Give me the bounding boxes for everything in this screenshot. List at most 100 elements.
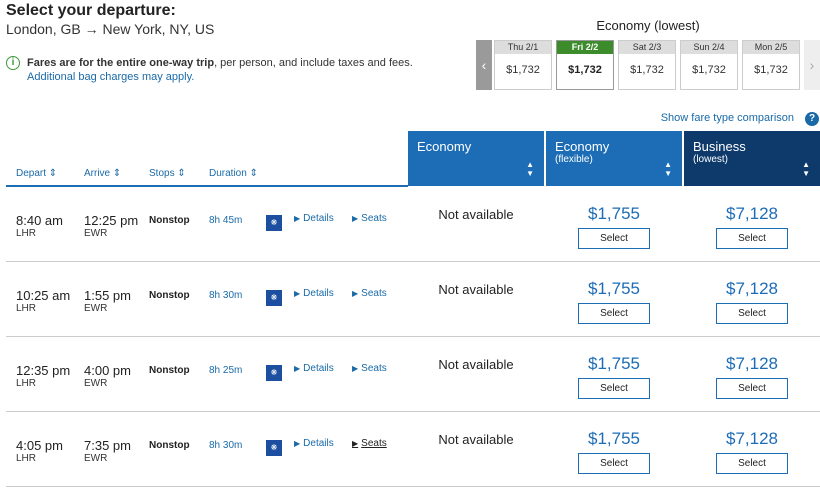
calendar-day[interactable]: Sat 2/3 $1,732 [618, 40, 676, 90]
calendar-day-price: $1,732 [754, 64, 788, 76]
calendar-day[interactable]: Thu 2/1 $1,732 [494, 40, 552, 90]
select-business-button[interactable]: Select [716, 453, 788, 474]
economy-flexible-price: $1,755 [588, 429, 640, 448]
duration-value: 8h 25m [209, 365, 243, 376]
arrive-time: 7:35 pm [84, 438, 131, 453]
calendar-day[interactable]: Mon 2/5 $1,732 [742, 40, 800, 90]
caret-right-icon: ▶ [352, 364, 359, 373]
duration-value: 8h 30m [209, 290, 243, 301]
economy-flexible-price: $1,755 [588, 279, 640, 298]
calendar-day-label: Fri 2/2 [557, 41, 613, 54]
sort-icon: ▲ ▼ [664, 160, 672, 178]
select-business-button[interactable]: Select [716, 378, 788, 399]
depart-airport: LHR [16, 228, 37, 239]
flight-row: 12:35 pm LHR 4:00 pm EWR Nonstop 8h 25m … [6, 337, 820, 412]
economy-not-available: Not available [438, 357, 514, 372]
flight-row: 8:40 am LHR 12:25 pm EWR Nonstop 8h 45m … [6, 187, 820, 262]
sort-arrive[interactable]: Arrive ⇕ [84, 168, 122, 179]
arrive-airport: EWR [84, 378, 108, 389]
fare-info-text: , per person, and include taxes and fees… [214, 57, 413, 69]
column-flex-title: Economy [555, 139, 610, 154]
seats-link[interactable]: ▶ Seats [352, 288, 387, 299]
business-price: $7,128 [726, 279, 778, 298]
help-icon[interactable]: ? [805, 112, 819, 126]
select-economy-flexible-button[interactable]: Select [578, 378, 650, 399]
arrive-airport: EWR [84, 228, 108, 239]
seats-link[interactable]: ▶ Seats [352, 213, 387, 224]
duration-value: 8h 45m [209, 215, 243, 226]
economy-not-available: Not available [438, 282, 514, 297]
fare-info: i Fares are for the entire one-way trip,… [6, 56, 413, 84]
depart-time: 4:05 pm [16, 438, 63, 453]
airline-logo-icon: ❋ [266, 440, 282, 456]
column-economy[interactable]: Economy ▲ ▼ [408, 131, 544, 186]
details-link[interactable]: ▶ Details [294, 213, 334, 224]
duration-value: 8h 30m [209, 440, 243, 451]
page-title: Select your departure: [6, 2, 176, 19]
arrive-time: 4:00 pm [84, 363, 131, 378]
calendar-day-price: $1,732 [630, 64, 664, 76]
details-link[interactable]: ▶ Details [294, 363, 334, 374]
arrive-time: 12:25 pm [84, 213, 139, 228]
depart-airport: LHR [16, 453, 37, 464]
caret-right-icon: ▶ [294, 364, 301, 373]
bag-charges-link[interactable]: Additional bag charges may apply. [27, 71, 195, 83]
sort-icon: ▲ ▼ [526, 160, 534, 178]
economy-not-available: Not available [438, 207, 514, 222]
select-business-button[interactable]: Select [716, 303, 788, 324]
depart-airport: LHR [16, 303, 37, 314]
select-economy-flexible-button[interactable]: Select [578, 303, 650, 324]
calendar-day-price: $1,732 [692, 64, 726, 76]
flight-row: 4:05 pm LHR 7:35 pm EWR Nonstop 8h 30m ❋… [6, 412, 820, 487]
column-flex-sub: (flexible) [555, 154, 593, 165]
sort-icon: ⇕ [112, 168, 122, 179]
calendar-day-label: Thu 2/1 [495, 41, 551, 54]
caret-right-icon: ▶ [352, 439, 359, 448]
stops-value: Nonstop [149, 215, 190, 226]
column-business[interactable]: Business (lowest) ▲ ▼ [684, 131, 820, 186]
airline-logo-icon: ❋ [266, 365, 282, 381]
seats-link[interactable]: ▶ Seats [352, 438, 387, 449]
details-link[interactable]: ▶ Details [294, 288, 334, 299]
calendar-prev-button[interactable]: ‹ [476, 40, 492, 90]
business-price: $7,128 [726, 354, 778, 373]
sort-stops[interactable]: Stops ⇕ [149, 168, 186, 179]
sort-depart[interactable]: Depart ⇕ [16, 168, 58, 179]
select-business-button[interactable]: Select [716, 228, 788, 249]
sort-duration[interactable]: Duration ⇕ [209, 168, 258, 179]
calendar-day[interactable]: Sun 2/4 $1,732 [680, 40, 738, 90]
details-link[interactable]: ▶ Details [294, 438, 334, 449]
caret-right-icon: ▶ [294, 439, 301, 448]
calendar-next-button[interactable]: › [804, 40, 820, 90]
airline-logo-icon: ❋ [266, 215, 282, 231]
sort-icon: ▲ ▼ [802, 160, 810, 178]
column-business-title: Business [693, 139, 746, 154]
select-economy-flexible-button[interactable]: Select [578, 453, 650, 474]
depart-time: 12:35 pm [16, 363, 71, 378]
sort-icon: ⇕ [249, 168, 258, 179]
seats-link[interactable]: ▶ Seats [352, 363, 387, 374]
caret-right-icon: ▶ [294, 289, 301, 298]
column-economy-title: Economy [417, 139, 472, 154]
calendar-day-label: Mon 2/5 [743, 41, 799, 54]
fare-comparison-link[interactable]: Show fare type comparison [660, 112, 794, 124]
column-economy-flexible[interactable]: Economy (flexible) ▲ ▼ [546, 131, 682, 186]
depart-airport: LHR [16, 378, 37, 389]
header-divider [6, 185, 408, 187]
calendar-day-price: $1,732 [506, 64, 540, 76]
calendar-day-price: $1,732 [568, 64, 602, 76]
depart-time: 8:40 am [16, 213, 63, 228]
caret-right-icon: ▶ [294, 214, 301, 223]
select-economy-flexible-button[interactable]: Select [578, 228, 650, 249]
sort-icon: ⇕ [177, 168, 186, 179]
calendar-day-label: Sun 2/4 [681, 41, 737, 54]
calendar-day-label: Sat 2/3 [619, 41, 675, 54]
sort-icon: ⇕ [48, 168, 58, 179]
flight-row: 10:25 am LHR 1:55 pm EWR Nonstop 8h 30m … [6, 262, 820, 337]
stops-value: Nonstop [149, 290, 190, 301]
stops-value: Nonstop [149, 440, 190, 451]
depart-time: 10:25 am [16, 288, 71, 303]
economy-flexible-price: $1,755 [588, 204, 640, 223]
calendar-day[interactable]: Fri 2/2 $1,732 [556, 40, 614, 90]
stops-value: Nonstop [149, 365, 190, 376]
